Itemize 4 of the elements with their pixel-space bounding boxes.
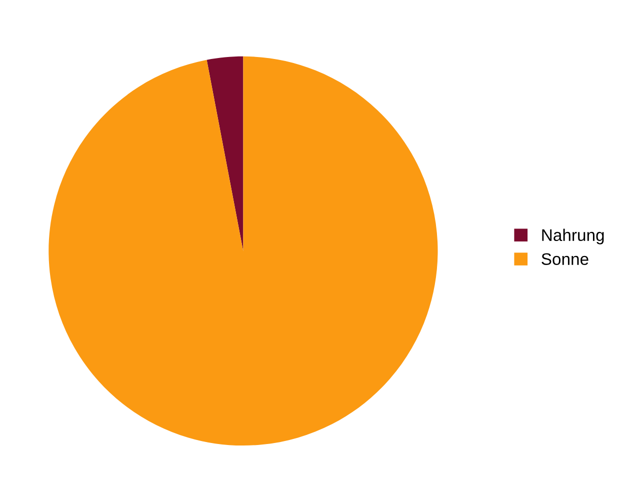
legend-label: Sonne [542, 253, 588, 265]
pie-slice [48, 56, 438, 446]
pie-slice [206, 56, 244, 251]
legend-label: Nahrung [542, 228, 604, 244]
